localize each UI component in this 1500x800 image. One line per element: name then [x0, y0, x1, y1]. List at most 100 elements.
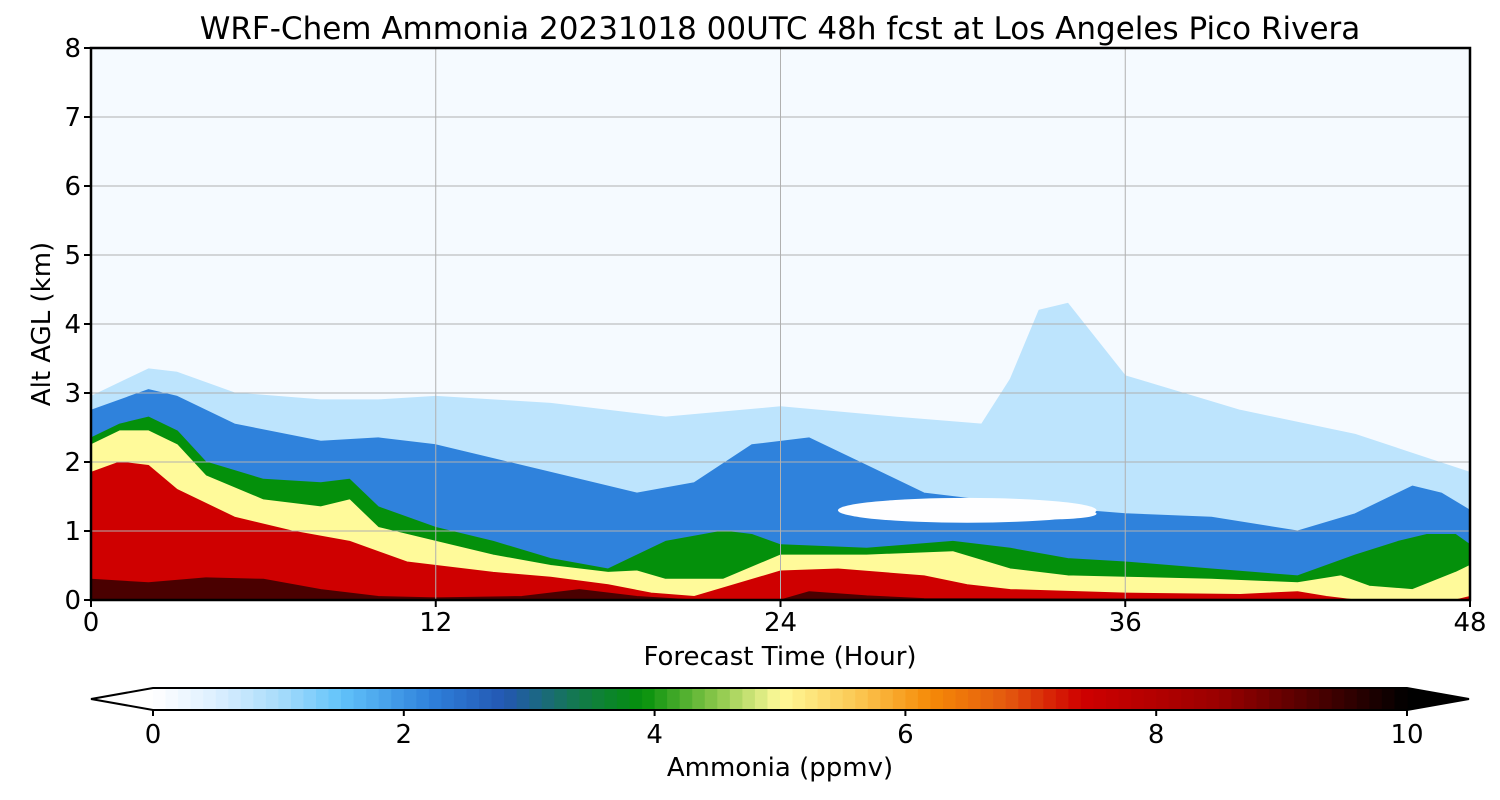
y-tick-label-3: 3	[64, 379, 81, 409]
colorbar-segment	[1193, 688, 1207, 710]
colorbar-segment	[1281, 688, 1295, 710]
y-tick-label-6: 6	[64, 172, 81, 202]
colorbar-segment	[817, 688, 831, 710]
colorbar-segment	[792, 688, 806, 710]
colorbar-segment	[1131, 688, 1145, 710]
colorbar-segment	[780, 688, 794, 710]
colorbar-segment	[165, 688, 179, 710]
colorbar-segment	[228, 688, 242, 710]
colorbar-tick-label-0: 0	[145, 720, 162, 750]
colorbar-segment	[842, 688, 856, 710]
colorbar-extend-high	[1407, 688, 1469, 710]
colorbar-segment	[968, 688, 982, 710]
colorbar-segment	[642, 688, 656, 710]
x-tick-label-36: 36	[1109, 608, 1142, 638]
colorbar-segment	[616, 688, 631, 710]
colorbar-label: Ammonia (ppmv)	[667, 753, 893, 783]
colorbar-segment	[830, 688, 844, 710]
y-axis-label: Alt AGL (km)	[27, 242, 57, 406]
colorbar-tick-label-8: 8	[1148, 720, 1165, 750]
colorbar-segment	[579, 688, 593, 710]
colorbar-segment	[1369, 688, 1383, 710]
colorbar-segment	[905, 688, 919, 710]
x-axis: 0 12 24 36 48	[83, 600, 1487, 638]
colorbar-segment	[1106, 688, 1120, 710]
chart-title: WRF-Chem Ammonia 20231018 00UTC 48h fcst…	[200, 11, 1361, 47]
y-tick-label-0: 0	[64, 586, 81, 616]
colorbar-segment	[529, 688, 543, 710]
colorbar-segment	[428, 688, 443, 710]
colorbar-segment	[190, 688, 204, 710]
colorbar-segment	[1068, 688, 1082, 710]
colorbar-segment	[1256, 688, 1270, 710]
colorbar-segment	[1394, 688, 1408, 710]
colorbar-segment	[692, 688, 706, 710]
colorbar-segment	[1381, 688, 1396, 710]
colorbar-segment	[453, 688, 468, 710]
colorbar-segment	[880, 688, 894, 710]
colorbar-segment	[466, 688, 480, 710]
x-tick-label-24: 24	[764, 608, 797, 638]
colorbar-extend-low	[91, 688, 153, 710]
colorbar-segment	[378, 688, 392, 710]
colorbar-segment	[416, 688, 430, 710]
colorbar-segment	[290, 688, 305, 710]
colorbar-segment	[667, 688, 681, 710]
colorbar-segment	[930, 688, 944, 710]
colorbar-segment	[1206, 688, 1220, 710]
x-tick-label-48: 48	[1453, 608, 1486, 638]
colorbar-segment	[1018, 688, 1032, 710]
colorbar-segment	[328, 688, 342, 710]
colorbar-segment	[1143, 688, 1157, 710]
colorbar-segment	[178, 688, 192, 710]
x-tick-label-12: 12	[419, 608, 452, 638]
y-tick-label-1: 1	[64, 517, 81, 547]
colorbar-segment	[767, 688, 781, 710]
colorbar-segment	[303, 688, 317, 710]
colorbar-segment	[805, 688, 819, 710]
colorbar-segment	[516, 688, 530, 710]
colorbar-segment	[1168, 688, 1182, 710]
colorbar-segment	[1118, 688, 1132, 710]
y-tick-label-2: 2	[64, 448, 81, 478]
y-tick-label-7: 7	[64, 103, 81, 133]
colorbar-segment	[203, 688, 217, 710]
colorbar-segment	[1181, 688, 1195, 710]
colorbar-segment	[704, 688, 718, 710]
y-tick-label-5: 5	[64, 241, 81, 271]
colorbar-segment	[629, 688, 643, 710]
colorbar-segment	[1043, 688, 1057, 710]
colorbar: 0 2 4 6 8 10	[90, 687, 1470, 750]
colorbar-segment	[278, 688, 292, 710]
colorbar-segment	[1356, 688, 1370, 710]
colorbar-segment	[754, 688, 769, 710]
colorbar-segment	[479, 688, 493, 710]
colorbar-segment	[1319, 688, 1333, 710]
colorbar-segment	[855, 688, 869, 710]
colorbar-segment	[729, 688, 743, 710]
colorbar-tick-label-2: 2	[396, 720, 413, 750]
y-tick-label-4: 4	[64, 310, 81, 340]
contour-band-9-3	[91, 577, 1470, 600]
colorbar-segment	[591, 688, 606, 710]
colorbar-segment	[604, 688, 618, 710]
colorbar-segment	[943, 688, 957, 710]
colorbar-segment	[1080, 688, 1095, 710]
colorbar-segment	[504, 688, 518, 710]
colorbar-segment	[1344, 688, 1358, 710]
colorbar-segment	[153, 688, 167, 710]
colorbar-segments	[91, 688, 1469, 710]
colorbar-segment	[403, 688, 417, 710]
y-axis: 0 1 2 3 4 5 6 7 8	[64, 34, 91, 616]
colorbar-segment	[717, 688, 731, 710]
colorbar-segment	[566, 688, 580, 710]
colorbar-segment	[742, 688, 756, 710]
colorbar-segment	[867, 688, 881, 710]
colorbar-segment	[980, 688, 994, 710]
colorbar-segment	[341, 688, 355, 710]
colorbar-tick-label-4: 4	[646, 720, 663, 750]
colorbar-segment	[441, 688, 455, 710]
colorbar-segment	[353, 688, 367, 710]
colorbar-segment	[1030, 688, 1044, 710]
